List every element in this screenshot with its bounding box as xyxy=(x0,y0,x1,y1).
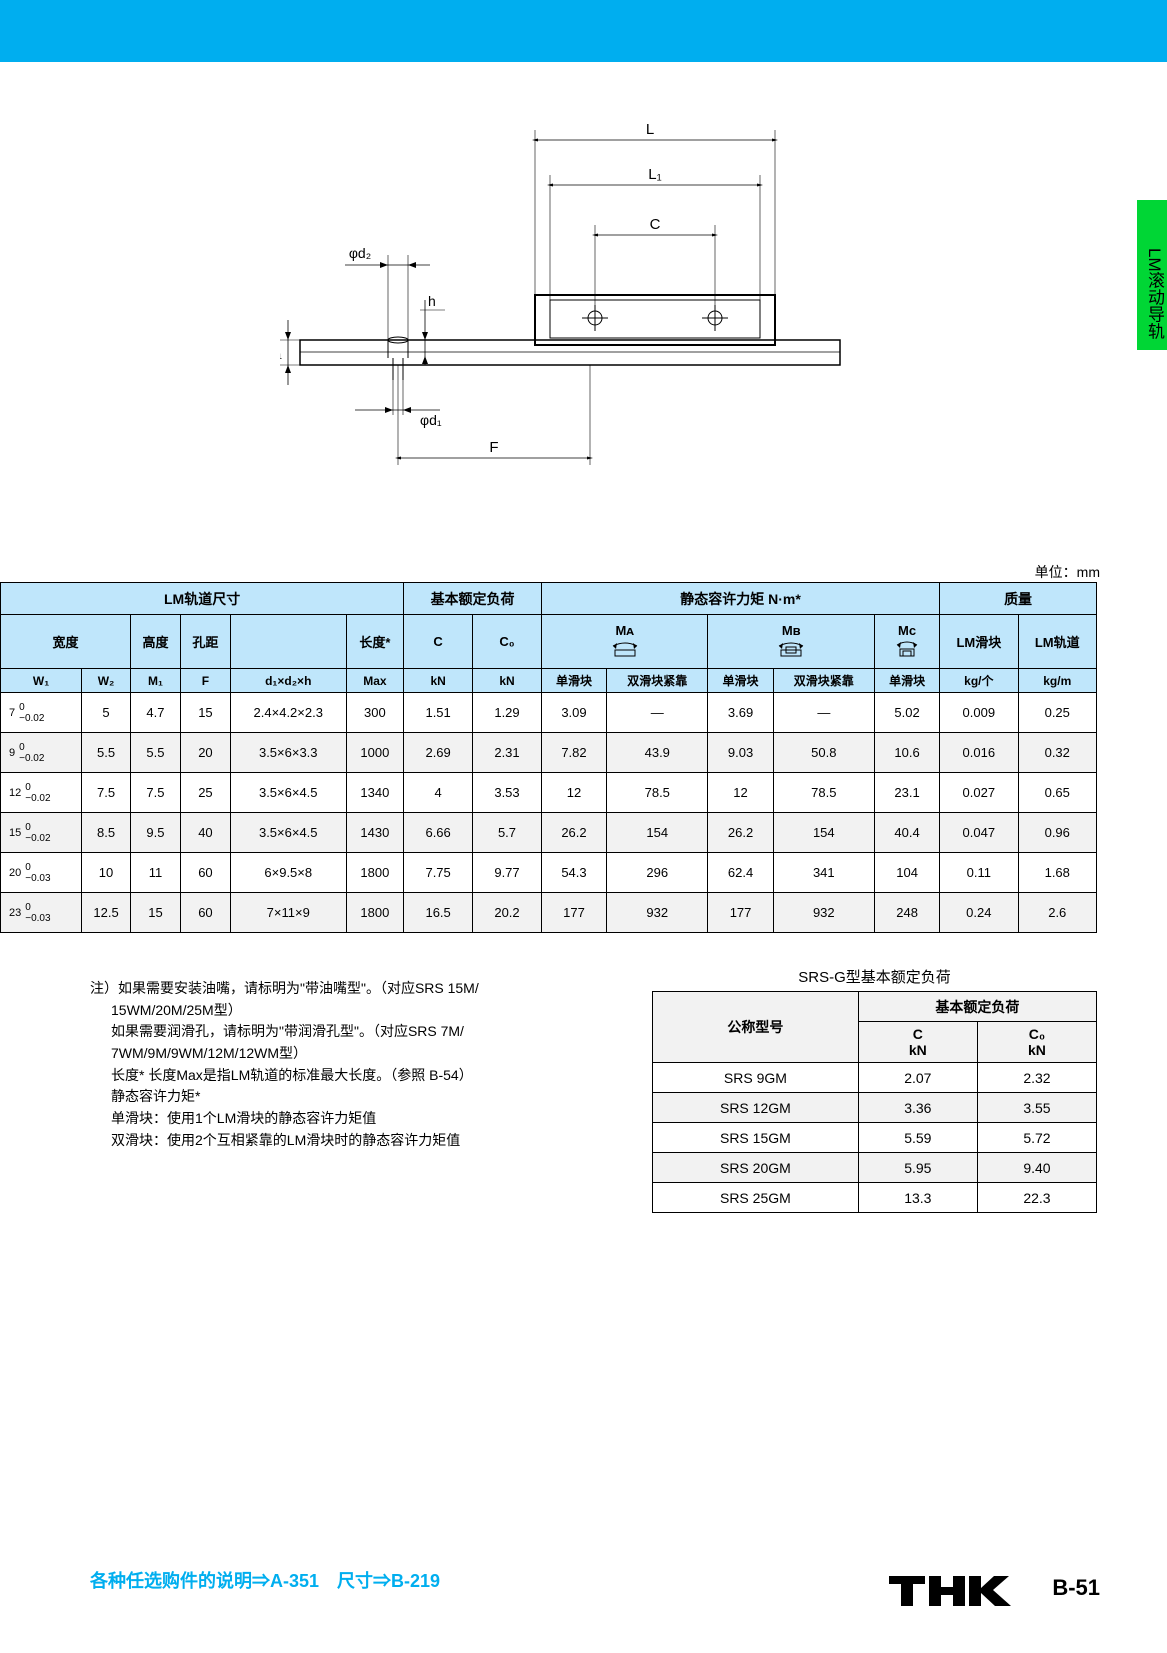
table-row: 70−0.02 54.715 2.4×4.2×2.33001.511.29 3.… xyxy=(1,693,1097,733)
table-row: SRS 15GM5.595.72 xyxy=(653,1123,1097,1153)
sub-table: 公称型号 基本额定负荷 CkN C₀kN SRS 9GM2.072.32SRS … xyxy=(652,991,1097,1213)
svg-text:φd₂: φd₂ xyxy=(349,245,371,261)
main-spec-table: LM轨道尺寸 基本额定负荷 静态容许力矩 N·m* 质量 宽度 高度 孔距 长度… xyxy=(0,582,1097,933)
svg-text:F: F xyxy=(489,439,498,456)
th-load: 基本额定负荷 xyxy=(404,583,542,615)
svg-text:M₁: M₁ xyxy=(280,345,282,361)
th-height: 高度 xyxy=(130,615,180,669)
page-number: B-51 xyxy=(1052,1575,1100,1601)
table-row: 150−0.02 8.59.540 3.5×6×4.514306.665.7 2… xyxy=(1,813,1097,853)
th-massrail: LM轨道 xyxy=(1018,615,1096,669)
th-MA: Mᴀ xyxy=(541,615,708,669)
th-width: 宽度 xyxy=(1,615,131,669)
th-track: LM轨道尺寸 xyxy=(1,583,404,615)
svg-text:L: L xyxy=(646,121,654,138)
technical-diagram: L L₁ C φd₂ h M₁ φd₁ xyxy=(280,100,860,500)
top-band xyxy=(0,0,1167,62)
table-row: SRS 25GM13.322.3 xyxy=(653,1183,1097,1213)
svg-text:C: C xyxy=(650,216,661,233)
thk-logo xyxy=(887,1568,1017,1608)
svg-text:h: h xyxy=(428,293,436,309)
th-mass: 质量 xyxy=(940,583,1097,615)
table-row: SRS 9GM2.072.32 xyxy=(653,1063,1097,1093)
footer-link: 各种任选购件的说明⇒A-351 尺寸⇒B-219 xyxy=(90,1567,440,1593)
table-row: 230−0.03 12.51560 7×11×9180016.520.2 177… xyxy=(1,893,1097,933)
notes: 注）如果需要安装油嘴，请标明为"带油嘴型"。（对应SRS 15M/ 15WM/2… xyxy=(90,978,650,1152)
th-massblock: LM滑块 xyxy=(940,615,1018,669)
table-row: 90−0.02 5.55.520 3.5×6×3.310002.692.31 7… xyxy=(1,733,1097,773)
th-pitch: 孔距 xyxy=(180,615,230,669)
th-length: 长度* xyxy=(346,615,404,669)
table-row: SRS 12GM3.363.55 xyxy=(653,1093,1097,1123)
side-label: LM滚动导轨 xyxy=(1137,248,1167,340)
table-row: 200−0.03 101160 6×9.5×818007.759.77 54.3… xyxy=(1,853,1097,893)
table-row: SRS 20GM5.959.40 xyxy=(653,1153,1097,1183)
svg-text:φd₁: φd₁ xyxy=(420,412,442,428)
table-row: 120−0.02 7.57.525 3.5×6×4.5134043.53 127… xyxy=(1,773,1097,813)
th-C0: C₀ xyxy=(473,615,542,669)
svg-text:L₁: L₁ xyxy=(648,166,661,183)
th-MB: Mʙ xyxy=(708,615,875,669)
th-C: C xyxy=(404,615,473,669)
sub-table-title: SRS-G型基本额定负荷 xyxy=(652,966,1097,987)
unit-label: 单位：mm xyxy=(1035,562,1100,582)
sub-table-wrap: SRS-G型基本额定负荷 公称型号 基本额定负荷 CkN C₀kN SRS 9G… xyxy=(652,966,1097,1213)
th-moment: 静态容许力矩 N·m* xyxy=(541,583,939,615)
th-MC: Mᴄ xyxy=(875,615,940,669)
